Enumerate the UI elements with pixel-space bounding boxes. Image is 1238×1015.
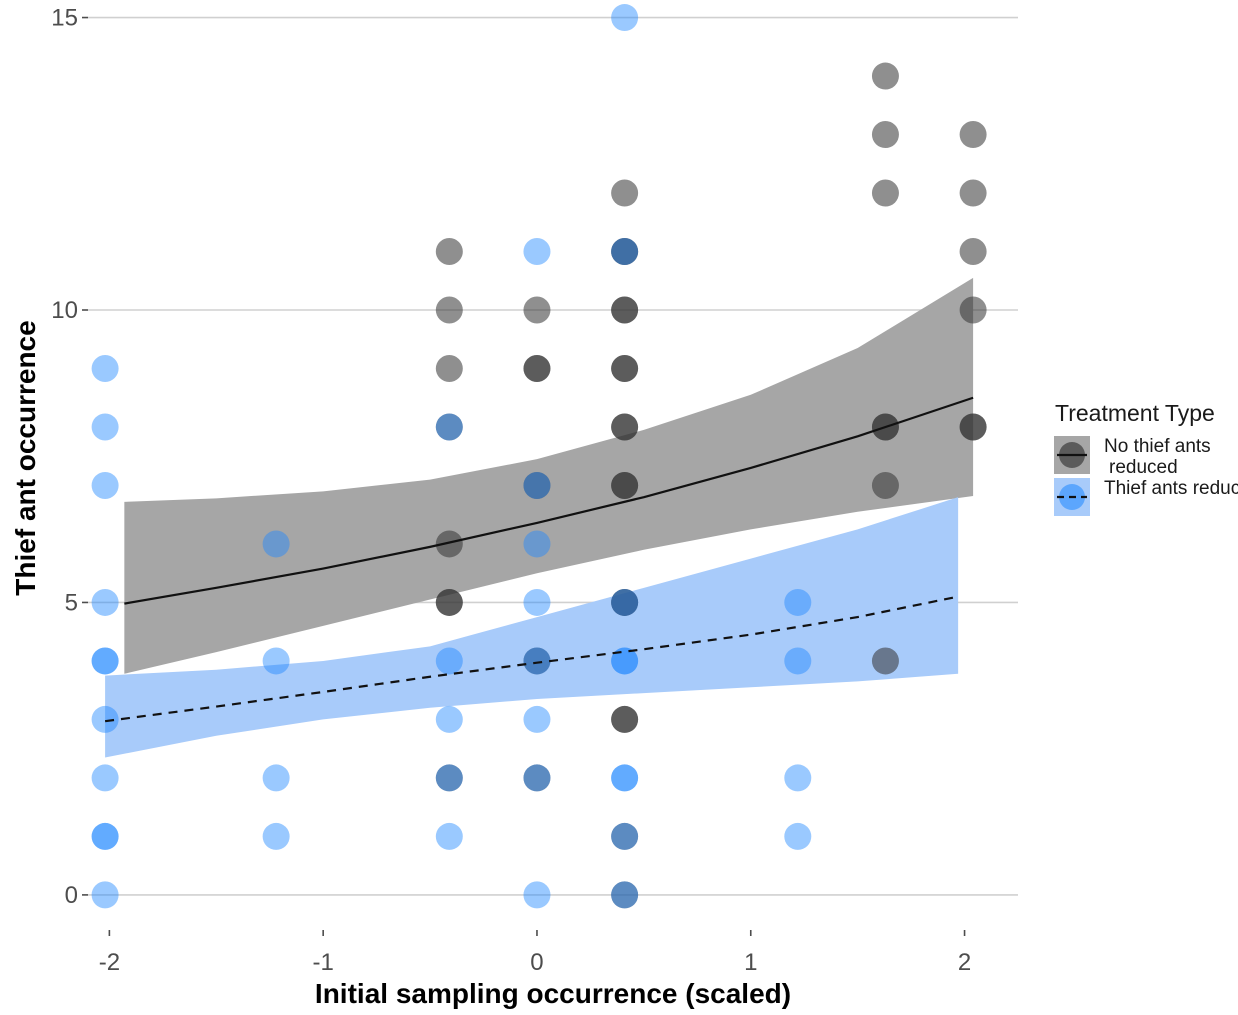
data-point [611, 647, 639, 675]
data-point [91, 588, 119, 616]
fit-line [124, 396, 974, 605]
legend-title: Treatment Type [1055, 400, 1215, 426]
data-point [91, 764, 119, 792]
data-points [91, 4, 987, 909]
data-point [435, 588, 463, 616]
data-point [611, 354, 639, 382]
data-point [959, 296, 987, 324]
x-tick-label: 1 [744, 949, 757, 976]
data-point [262, 530, 290, 558]
legend-label: reduced [1109, 457, 1178, 478]
data-point [435, 413, 463, 441]
data-point [91, 471, 119, 499]
data-point [435, 705, 463, 733]
y-tick-label: 5 [65, 589, 78, 616]
data-point [611, 238, 639, 266]
data-point [523, 471, 551, 499]
confidence-ribbon [124, 277, 974, 674]
data-point [959, 121, 987, 149]
data-point [784, 822, 812, 850]
y-axis-title: Thief ant occurrence [10, 320, 41, 595]
data-point [871, 471, 899, 499]
data-point [435, 530, 463, 558]
data-point [523, 354, 551, 382]
data-point [435, 822, 463, 850]
fit-lines [104, 396, 974, 723]
data-point [871, 179, 899, 207]
data-point [611, 881, 639, 909]
confidence-ribbons [105, 277, 974, 758]
axis-ticks: 0 5 10 15 -2 -1 0 1 2 [51, 5, 971, 976]
data-point [91, 413, 119, 441]
data-point [435, 238, 463, 266]
data-point [91, 354, 119, 382]
data-point [523, 238, 551, 266]
data-point [523, 881, 551, 909]
data-point [435, 764, 463, 792]
data-point [611, 296, 639, 324]
data-point [435, 296, 463, 324]
data-point [611, 413, 639, 441]
data-point [611, 238, 639, 266]
data-point [959, 179, 987, 207]
data-point [871, 647, 899, 675]
data-point [435, 354, 463, 382]
data-point [435, 647, 463, 675]
data-point [523, 296, 551, 324]
x-tick-label: 2 [958, 949, 971, 976]
data-point [91, 881, 119, 909]
data-point [611, 4, 639, 32]
data-point [523, 588, 551, 616]
y-tick-label: 15 [51, 5, 78, 32]
data-point [91, 822, 119, 850]
data-point [523, 471, 551, 499]
data-point [523, 764, 551, 792]
data-point [784, 588, 812, 616]
data-point [959, 413, 987, 441]
data-point [435, 764, 463, 792]
y-tick-label: 10 [51, 297, 78, 324]
data-point [784, 647, 812, 675]
data-point [262, 647, 290, 675]
data-point [91, 647, 119, 675]
legend-label: Thief ants reduced [1104, 478, 1238, 499]
data-point [611, 881, 639, 909]
data-point [523, 705, 551, 733]
data-point [959, 238, 987, 266]
data-point [611, 705, 639, 733]
data-point [435, 413, 463, 441]
x-axis-title: Initial sampling occurrence (scaled) [315, 978, 791, 1009]
data-point [523, 764, 551, 792]
data-point [611, 764, 639, 792]
data-point [523, 530, 551, 558]
legend-label: No thief ants [1104, 436, 1211, 457]
x-tick-label: -2 [99, 949, 120, 976]
data-point [91, 647, 119, 675]
fit-line [104, 595, 959, 723]
data-point [262, 822, 290, 850]
data-point [871, 121, 899, 149]
legend: Treatment Type No thief antsreducedThief… [1054, 400, 1238, 516]
data-point [611, 471, 639, 499]
data-point [611, 647, 639, 675]
x-tick-label: -1 [313, 949, 334, 976]
data-point [91, 822, 119, 850]
data-point [91, 705, 119, 733]
data-point [611, 822, 639, 850]
data-point [523, 647, 551, 675]
x-tick-label: 0 [530, 949, 543, 976]
data-point [523, 647, 551, 675]
data-point [871, 62, 899, 90]
data-point [611, 822, 639, 850]
data-point [611, 588, 639, 616]
data-point [611, 179, 639, 207]
data-point [262, 764, 290, 792]
data-point [784, 764, 812, 792]
data-point [611, 764, 639, 792]
y-tick-label: 0 [65, 882, 78, 909]
data-point [611, 588, 639, 616]
